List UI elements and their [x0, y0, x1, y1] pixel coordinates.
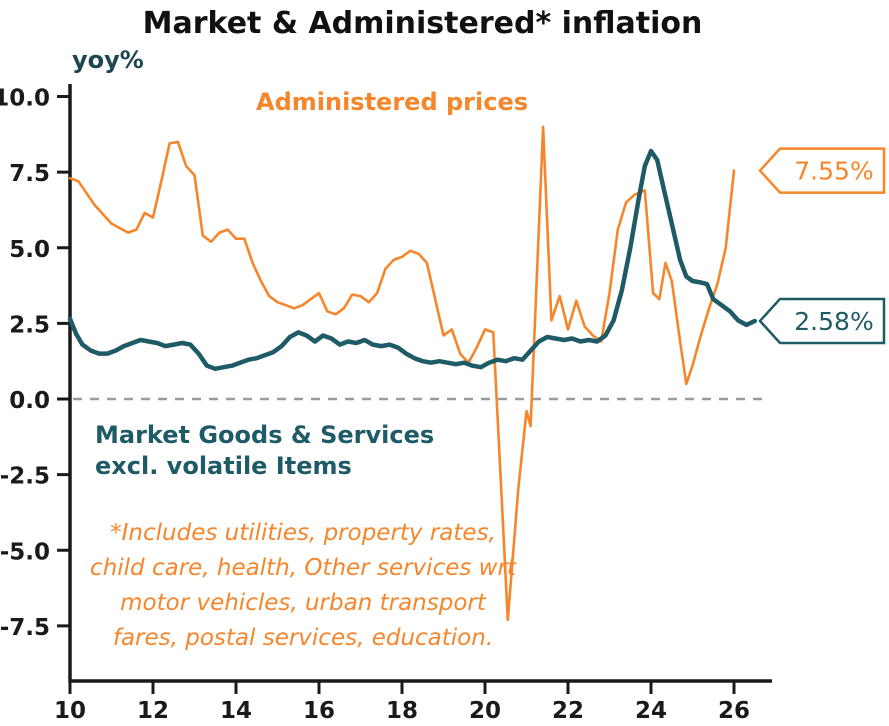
y-tick-label: 7.5: [9, 161, 50, 187]
y-tick-label: -5.0: [0, 539, 50, 565]
market-label-line2: excl. volatile Items: [95, 452, 352, 480]
y-tick-label: 5.0: [9, 237, 50, 263]
callout-label-2: 2.58%: [794, 307, 873, 336]
series-line-administered-prices: [68, 125, 736, 622]
x-tick-label: 14: [220, 698, 252, 724]
y-tick-label: -2.5: [0, 464, 50, 490]
chart-title: Market & Administered* inflation: [142, 6, 703, 41]
y-tick-label: 0.0: [9, 388, 50, 414]
footnote-line-3: motor vehicles, urban transport: [120, 590, 486, 616]
y-tick-label: -7.5: [0, 615, 50, 641]
series-label-administered: Administered prices: [256, 88, 529, 116]
callout-arrow-1: [758, 147, 886, 194]
x-tick-label: 10: [54, 698, 86, 724]
x-tick-label: 24: [635, 698, 667, 724]
x-tick-label: 20: [469, 698, 501, 724]
x-tick-label: 26: [718, 698, 750, 724]
footnote-line-1: *Includes utilities, property rates,: [110, 520, 496, 546]
footnote-line-4: fares, postal services, education.: [112, 625, 494, 651]
series-label-market: Market Goods & Services excl. volatile I…: [95, 420, 434, 482]
y-axis-unit-label: yoy%: [72, 46, 144, 74]
x-tick-label: 12: [137, 698, 169, 724]
x-tick-label: 18: [386, 698, 418, 724]
series-line-market-goods-services: [67, 148, 758, 372]
callout-label-1: 7.55%: [794, 157, 873, 186]
footnote: *Includes utilities, property rates, chi…: [72, 516, 534, 656]
x-tick-label: 22: [552, 698, 584, 724]
market-label-line1: Market Goods & Services: [95, 421, 435, 449]
y-tick-label: 10.0: [0, 86, 50, 112]
callout-arrow-2: [758, 297, 886, 345]
x-tick-label: 16: [303, 698, 335, 724]
y-tick-label: 2.5: [9, 312, 50, 338]
footnote-line-2: child care, health, Other services wrt: [90, 555, 516, 581]
